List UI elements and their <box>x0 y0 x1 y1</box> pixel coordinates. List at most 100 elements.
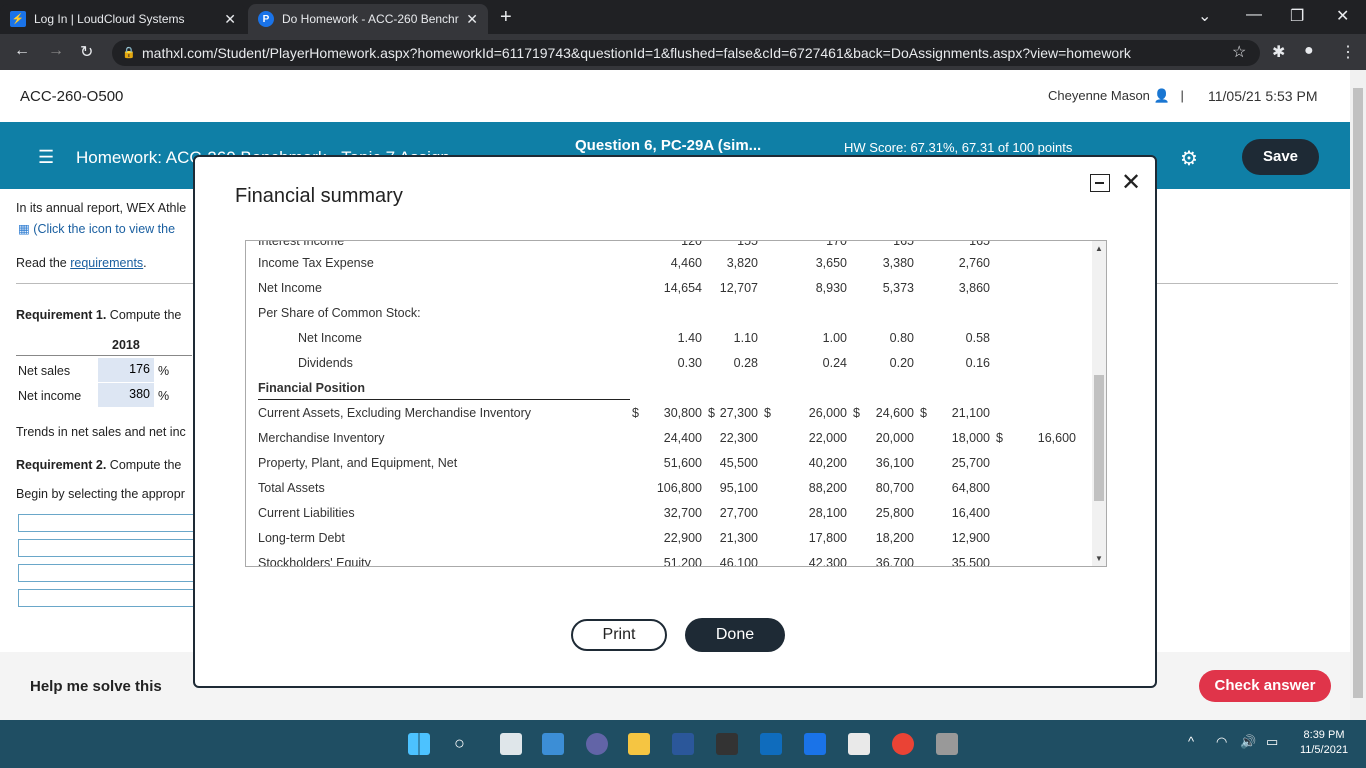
divider <box>16 355 192 356</box>
pearson-icon: P <box>258 11 274 27</box>
currency-symbol: $ <box>853 406 860 420</box>
table-cell: 40,200 <box>808 456 847 470</box>
table-cell: 0.24 <box>822 356 847 370</box>
file-explorer-icon[interactable] <box>628 733 650 755</box>
table-cell: 35,500 <box>951 556 990 567</box>
windows-start-icon[interactable] <box>408 733 430 755</box>
answer-input[interactable] <box>18 539 194 557</box>
widgets-icon[interactable] <box>542 733 564 755</box>
new-tab-icon[interactable]: + <box>500 6 512 28</box>
teams-chat-icon[interactable] <box>586 733 608 755</box>
word-icon[interactable] <box>672 733 694 755</box>
answer-input[interactable] <box>18 514 194 532</box>
table-cell: 0.28 <box>733 356 758 370</box>
save-button[interactable]: Save <box>1242 139 1319 175</box>
hamburger-menu-icon[interactable]: ☰ <box>38 147 55 167</box>
table-row: Long-term Debt 22,900 21,300 17,800 18,200 12… <box>246 526 1092 551</box>
net-income-answer[interactable]: 380 <box>98 383 154 407</box>
answer-input[interactable] <box>18 564 194 582</box>
click-icon-text[interactable]: ▦ (Click the icon to view the <box>18 222 176 236</box>
tab-title: Log In | LoudCloud Systems <box>34 12 185 26</box>
requirement-1: Requirement 1. Compute the <box>16 308 182 322</box>
table-cell: 21,100 <box>951 406 990 420</box>
table-cell: 0.58 <box>965 331 990 345</box>
profile-icon[interactable]: ● <box>1304 42 1314 59</box>
app-icon[interactable] <box>716 733 738 755</box>
net-sales-answer[interactable]: 176 <box>98 358 154 382</box>
currency-symbol: $ <box>764 406 771 420</box>
chrome-icon[interactable] <box>892 733 914 755</box>
battery-icon[interactable]: ▭ <box>1266 734 1279 749</box>
page-scrollbar[interactable] <box>1350 70 1366 720</box>
intro-text: In its annual report, WEX Athle <box>16 201 187 215</box>
tab-search-icon[interactable]: ⌄ <box>1198 8 1212 25</box>
wifi-icon[interactable]: ◠ <box>1216 734 1228 749</box>
tab-loudcloud[interactable]: ⚡ Log In | LoudCloud Systems ✕ <box>0 4 246 34</box>
lightning-icon[interactable] <box>804 733 826 755</box>
close-tab-icon[interactable]: ✕ <box>466 11 478 27</box>
table-cell: 106,800 <box>656 481 702 495</box>
show-hidden-icons-icon[interactable]: ^ <box>1188 734 1195 749</box>
table-cell: 0.30 <box>677 356 702 370</box>
reload-icon[interactable]: ↻ <box>80 44 94 61</box>
table-scrollbar[interactable]: ▲ ▼ <box>1092 241 1106 566</box>
restore-icon[interactable]: ❐ <box>1290 8 1305 25</box>
scroll-up-icon[interactable]: ▲ <box>1095 244 1103 253</box>
table-cell: 18,200 <box>875 531 914 545</box>
course-header: ACC-260-O500 Cheyenne Mason 👤 | 11/05/21… <box>0 70 1350 122</box>
clock[interactable]: 8:39 PM 11/5/2021 <box>1299 729 1349 756</box>
done-button[interactable]: Done <box>685 618 785 652</box>
table-row-partial: Interest Income 120 155 170 165 165 <box>246 240 1092 254</box>
currency-symbol: $ <box>632 406 639 420</box>
tab-homework[interactable]: P Do Homework - ACC-260 Benchr ✕ <box>248 4 488 34</box>
check-answer-button[interactable]: Check answer <box>1199 670 1331 702</box>
table-cell: 120 <box>681 240 702 248</box>
url-field[interactable]: 🔒 mathxl.com/Student/PlayerHomework.aspx… <box>112 40 1260 66</box>
minimize-icon[interactable]: — <box>1246 6 1262 23</box>
search-icon[interactable]: ○ <box>454 733 465 753</box>
table-cell: 51,600 <box>663 456 702 470</box>
close-tab-icon[interactable]: ✕ <box>224 11 236 27</box>
back-icon[interactable]: ← <box>14 42 30 59</box>
user-name: Cheyenne Mason 👤 | <box>1048 88 1184 103</box>
read-requirements: Read the requirements. <box>16 256 147 270</box>
scrollbar-thumb[interactable] <box>1094 375 1104 501</box>
answer-input[interactable] <box>18 589 194 607</box>
scrollbar-thumb[interactable] <box>1353 88 1363 698</box>
mail-icon[interactable] <box>760 733 782 755</box>
unit: % <box>158 364 170 378</box>
help-me-solve-button[interactable]: Help me solve this <box>30 678 162 695</box>
table-cell: 46,100 <box>719 556 758 567</box>
close-window-icon[interactable]: ✕ <box>1336 8 1350 25</box>
row-label: Financial Position <box>258 381 365 395</box>
scroll-down-icon[interactable]: ▼ <box>1095 554 1103 563</box>
minimize-dialog-icon[interactable] <box>1090 174 1110 192</box>
table-cell: 16,600 <box>1037 431 1076 445</box>
print-button[interactable]: Print <box>571 619 667 651</box>
table-row: Total Assets 106,800 95,100 88,200 80,700 64,… <box>246 476 1092 501</box>
extensions-icon[interactable]: ✱ <box>1272 44 1286 61</box>
table-cell: 0.16 <box>965 356 990 370</box>
table-row: Stockholders' Equity 51,200 46,100 42,300 36… <box>246 551 1092 567</box>
bookmark-star-icon[interactable]: ☆ <box>1232 44 1247 61</box>
table-cell: 64,800 <box>951 481 990 495</box>
task-view-icon[interactable] <box>500 733 522 755</box>
calculator-icon[interactable] <box>936 733 958 755</box>
windows-taskbar: ○ ^ ◠ 🔊 ▭ 8:39 PM 11/5/2021 <box>0 720 1366 768</box>
paint-icon[interactable] <box>848 733 870 755</box>
close-dialog-icon[interactable]: ✕ <box>1121 169 1142 196</box>
forward-icon[interactable]: → <box>48 42 64 59</box>
row-label: Total Assets <box>258 481 325 495</box>
requirements-link[interactable]: requirements <box>70 256 144 270</box>
row-label: Net Income <box>298 331 362 345</box>
volume-icon[interactable]: 🔊 <box>1240 734 1257 749</box>
table-icon: ▦ <box>18 222 30 236</box>
table-cell: 4,460 <box>670 256 702 270</box>
menu-icon[interactable]: ⋮ <box>1340 44 1356 61</box>
table-cell: 12,900 <box>951 531 990 545</box>
question-title[interactable]: Question 6, PC-29A (sim... <box>575 137 762 154</box>
financial-summary-dialog: Financial summary ✕ Interest Income 120 15… <box>193 155 1157 688</box>
table-row: Current Assets, Excluding Merchandise In… <box>246 401 1092 426</box>
settings-gear-icon[interactable]: ⚙ <box>1180 148 1198 170</box>
table-cell: 0.20 <box>889 356 914 370</box>
